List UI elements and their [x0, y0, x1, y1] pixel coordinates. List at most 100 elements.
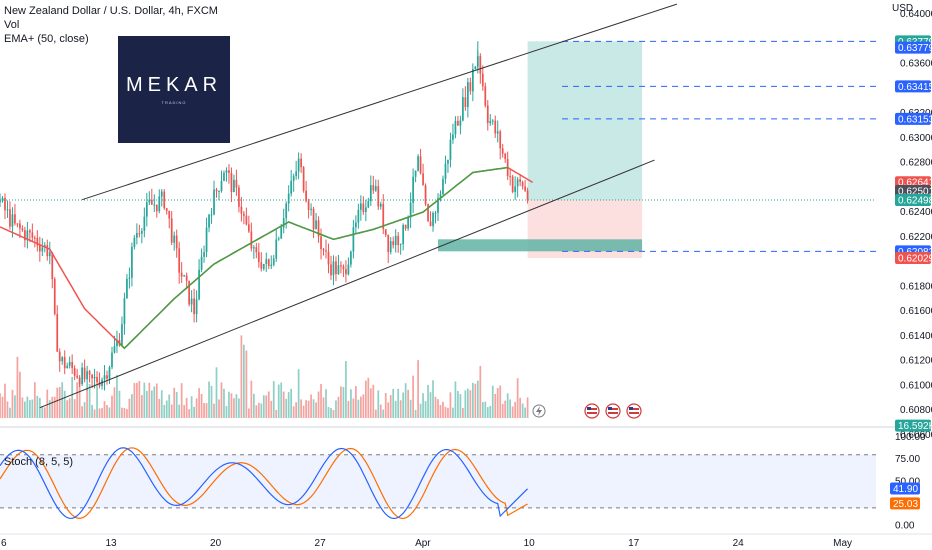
volume-bar — [19, 371, 21, 418]
candle-body — [427, 204, 429, 222]
candle-body — [41, 247, 44, 252]
candle-body — [16, 223, 19, 225]
volume-bar — [247, 408, 250, 418]
event-us-flag-icon[interactable] — [605, 403, 621, 419]
candle-body — [466, 82, 469, 108]
candle-body — [394, 235, 397, 246]
volume-bar — [419, 403, 422, 418]
volume-bar — [190, 396, 193, 418]
stoch-tick-label: 0.00 — [895, 521, 915, 532]
volume-bar — [228, 391, 230, 418]
volume-bar — [150, 390, 153, 418]
candle-body — [66, 365, 69, 369]
currency-label: USD — [892, 3, 913, 14]
stoch-value-tag: 41.90 — [890, 482, 920, 495]
candle-body — [86, 371, 88, 380]
candle-body — [235, 179, 238, 188]
candle-body — [230, 172, 233, 193]
candle-body — [19, 223, 21, 229]
volume-bar — [213, 403, 215, 418]
candle-body — [270, 264, 273, 267]
stoch-tick-label: 50.00 — [895, 476, 920, 487]
candle-body — [297, 158, 300, 172]
volume-bar — [486, 407, 489, 418]
volume-bar — [96, 384, 98, 418]
candle-body — [459, 120, 462, 126]
volume-bar — [302, 405, 305, 418]
volume-bar — [519, 397, 521, 418]
event-flash-icon[interactable] — [532, 404, 546, 418]
take-profit-zone[interactable] — [527, 41, 643, 200]
stoch-value-label: 41.90 — [893, 484, 918, 495]
volume-bar — [466, 388, 469, 418]
volume-bar — [345, 361, 347, 418]
volume-bar — [394, 400, 397, 418]
candle-body — [489, 121, 492, 124]
event-us-flag-icon[interactable] — [626, 403, 642, 419]
volume-bar — [163, 404, 166, 418]
candle-body — [1, 197, 4, 201]
volume-bar — [374, 409, 377, 418]
volume-bar — [379, 404, 382, 418]
volume-bar — [372, 384, 375, 418]
candle-body — [462, 97, 464, 121]
volume-bar — [282, 391, 285, 418]
candle-body — [223, 172, 225, 182]
price-tag: 16.592K — [895, 419, 932, 432]
volume-bar — [9, 407, 11, 418]
volume-bar — [170, 404, 173, 418]
candle-body — [123, 298, 126, 325]
volume-bar — [230, 393, 233, 418]
volume-bar — [287, 392, 290, 418]
mekar-logo: MEKAR TRADING — [118, 36, 230, 143]
volume-bar — [235, 394, 238, 418]
channel-line-lower[interactable] — [39, 159, 655, 409]
candle-body — [73, 368, 76, 376]
candle-body — [509, 176, 512, 178]
volume-bar — [81, 406, 83, 418]
volume-bar — [367, 377, 370, 418]
volume-bar — [300, 399, 302, 418]
demand-zone[interactable] — [438, 239, 643, 252]
volume-bar — [238, 398, 240, 418]
candle-body — [409, 202, 412, 218]
candle-body — [126, 278, 128, 299]
candle-body — [352, 227, 355, 252]
candle-body — [439, 194, 442, 199]
candle-body — [287, 193, 290, 204]
volume-bar — [404, 383, 407, 418]
candle-body — [155, 204, 158, 212]
time-tick-label: 6 — [1, 538, 7, 549]
logo-brand: MEKAR — [125, 74, 223, 96]
volume-bar — [240, 335, 243, 418]
candle-body — [128, 277, 131, 279]
volume-bar — [252, 393, 255, 418]
volume-bar — [407, 389, 410, 418]
candle-body — [419, 156, 422, 174]
candle-body — [31, 232, 34, 238]
volume-bar — [106, 405, 108, 418]
candle-body — [36, 237, 39, 246]
channel-line-upper[interactable] — [81, 3, 678, 201]
candle-body — [243, 213, 245, 216]
event-us-flag-icon[interactable] — [584, 403, 600, 419]
volume-bar — [414, 409, 417, 418]
price-tag: 0.63415 — [895, 80, 932, 93]
volume-bar — [399, 400, 402, 418]
volume-bar — [452, 407, 454, 418]
candle-body — [111, 352, 113, 368]
volume-bar — [138, 380, 141, 418]
volume-bar — [352, 398, 355, 418]
volume-bar — [143, 382, 146, 418]
volume-bar — [402, 392, 405, 418]
candle-body — [335, 261, 337, 275]
volume-bar — [330, 407, 332, 418]
volume-bar — [295, 402, 298, 418]
candle-body — [163, 191, 166, 209]
candle-body — [342, 266, 345, 270]
candle-body — [337, 265, 340, 275]
